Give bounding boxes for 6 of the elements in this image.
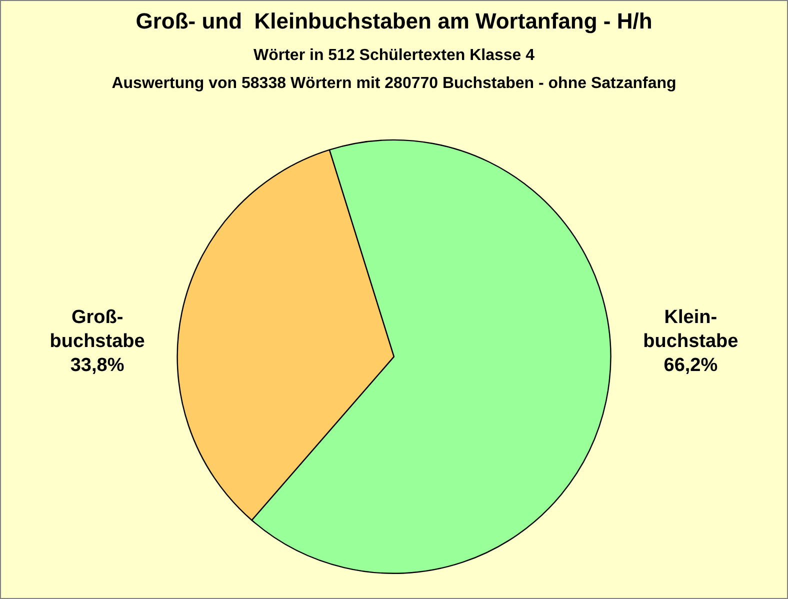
data-label: 33,8%	[70, 354, 124, 376]
slice-label: Groß- buchstabe	[50, 306, 145, 352]
data-label: 66,2%	[664, 354, 718, 376]
chart-title: Groß- und Kleinbuchstaben am Wortanfang - H/h	[136, 8, 652, 34]
chart-subtitle: Wörter in 512 Schülertexten Klasse 4 Auswertung von 58338 Wörtern mit 280770 Buchstaben - ohne Satzanfang	[112, 46, 676, 92]
slice-label: Klein- buchstabe	[643, 306, 738, 352]
